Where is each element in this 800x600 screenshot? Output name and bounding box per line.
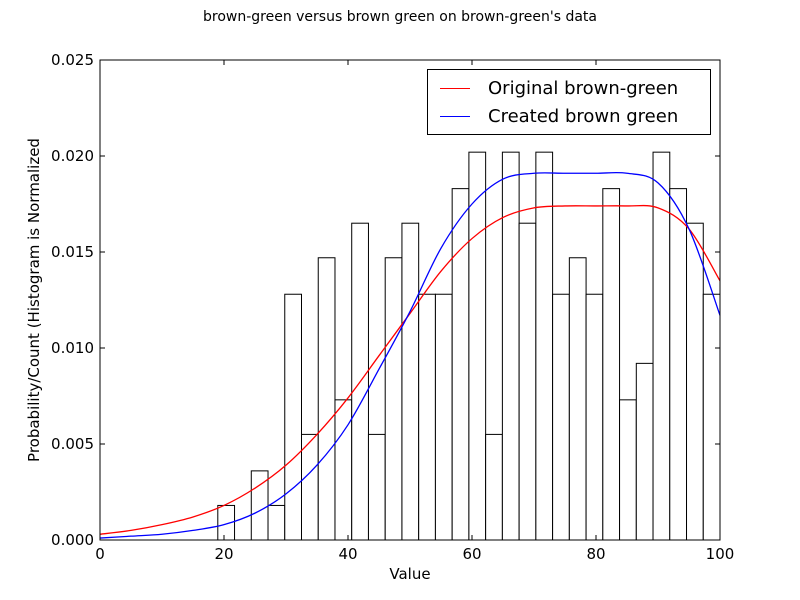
histogram-bar <box>619 399 637 541</box>
series-lines <box>99 171 721 539</box>
axis-ticks: 0 20 40 60 80 100 0.000 0.005 0.010 0.015 0.020 0.0… <box>51 51 734 563</box>
histogram-bar <box>468 151 487 541</box>
histogram-bar <box>602 188 621 541</box>
legend-label-original: Original brown-green <box>488 77 679 99</box>
histogram-bar <box>585 293 604 541</box>
x-tick-label: 40 <box>338 545 357 563</box>
x-tick-label: 80 <box>586 545 605 563</box>
histogram-bar <box>635 362 654 541</box>
histogram-bar <box>686 222 704 541</box>
histogram-bar <box>451 188 470 541</box>
histogram-bar <box>284 293 303 541</box>
histogram-bar <box>367 433 386 541</box>
x-axis-label: Value <box>389 565 431 583</box>
legend-swatch-created <box>440 115 470 117</box>
legend-swatch-original <box>440 87 470 89</box>
legend: Original brown-green Created brown green <box>427 69 711 135</box>
x-tick-label: 0 <box>95 545 105 563</box>
histogram-bars <box>217 151 721 541</box>
y-axis-label: Probability/Count (Histogram is Normaliz… <box>25 138 43 462</box>
y-tick-label: 0.025 <box>51 51 94 69</box>
legend-entry-original: Original brown-green <box>440 74 678 102</box>
histogram-bar <box>669 188 688 541</box>
plot-frame <box>99 59 721 541</box>
histogram-bar <box>501 151 520 541</box>
histogram-bar <box>384 257 403 541</box>
series-line-created <box>99 171 721 539</box>
y-tick-label: 0.020 <box>51 147 94 165</box>
x-tick-label: 60 <box>462 545 481 563</box>
histogram-bar <box>418 293 436 541</box>
histogram-bar <box>518 222 537 541</box>
histogram-bar <box>702 293 721 541</box>
histogram-bar <box>317 257 336 541</box>
y-tick-label: 0.015 <box>51 243 94 261</box>
histogram-bar <box>652 151 671 541</box>
histogram-bar <box>267 504 286 541</box>
histogram-bar <box>334 399 353 541</box>
histogram-bar <box>434 293 453 541</box>
legend-entry-created: Created brown green <box>440 102 678 130</box>
chart-title: brown-green versus brown green on brown-… <box>202 9 597 25</box>
y-tick-label: 0.005 <box>51 435 94 453</box>
histogram-bar <box>535 151 554 541</box>
histogram-bar <box>568 257 587 541</box>
legend-label-created: Created brown green <box>488 105 679 127</box>
y-tick-label: 0.000 <box>51 531 94 549</box>
histogram-bar <box>301 433 319 541</box>
series-line-original <box>99 204 721 535</box>
histogram-bar <box>401 222 420 541</box>
x-tick-label: 20 <box>214 545 233 563</box>
histogram-bar <box>485 433 503 541</box>
x-tick-label: 100 <box>706 545 735 563</box>
histogram-bar <box>552 293 570 541</box>
y-tick-label: 0.010 <box>51 339 94 357</box>
